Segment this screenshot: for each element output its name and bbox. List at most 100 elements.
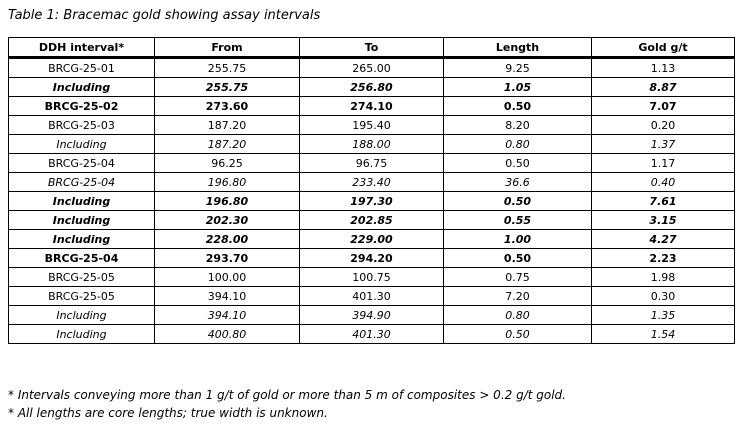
table-row: Including 400.80 401.30 0.50 1.54 <box>8 324 735 344</box>
table-row: BRCG-25-05 394.10 401.30 7.20 0.30 <box>8 286 735 306</box>
table-cell: 1.54 <box>591 324 735 344</box>
column-header-from: From <box>154 37 300 59</box>
table-cell: 196.80 <box>154 191 300 211</box>
table-cell: 100.00 <box>154 267 300 287</box>
table-row: BRCG-25-04 96.25 96.75 0.50 1.17 <box>8 153 735 173</box>
table-row: BRCG-25-05 100.00 100.75 0.75 1.98 <box>8 267 735 287</box>
table-cell: 0.40 <box>591 172 735 192</box>
table-row: Including 394.10 394.90 0.80 1.35 <box>8 305 735 325</box>
table-cell: 188.00 <box>299 134 444 154</box>
table-cell: 0.50 <box>443 324 592 344</box>
table-cell: 229.00 <box>299 229 444 249</box>
table-cell: 0.50 <box>443 248 592 268</box>
table-row: Including 196.80 197.30 0.50 7.61 <box>8 191 735 211</box>
table-cell: 0.50 <box>443 153 592 173</box>
table-cell: 1.17 <box>591 153 735 173</box>
assay-table: DDH interval* From To Length Gold g/t BR… <box>8 37 735 344</box>
table-cell: 4.27 <box>591 229 735 249</box>
table-cell: 8.20 <box>443 115 592 135</box>
table-cell: 233.40 <box>299 172 444 192</box>
table-cell: 255.75 <box>154 57 300 78</box>
table-cell: 36.6 <box>443 172 592 192</box>
table-cell: 96.25 <box>154 153 300 173</box>
table-row: Including 187.20 188.00 0.80 1.37 <box>8 134 735 154</box>
column-header-length: Length <box>443 37 592 59</box>
table-row: BRCG-25-04 293.70 294.20 0.50 2.23 <box>8 248 735 268</box>
table-header-row: DDH interval* From To Length Gold g/t <box>8 37 735 59</box>
table-cell: Including <box>8 191 155 211</box>
table-cell: BRCG-25-04 <box>8 153 155 173</box>
table-cell: 255.75 <box>154 77 300 97</box>
table-cell: 394.10 <box>154 305 300 325</box>
table-cell: 7.61 <box>591 191 735 211</box>
table-cell: 2.23 <box>591 248 735 268</box>
table-row: Including 255.75 256.80 1.05 8.87 <box>8 77 735 97</box>
table-cell: BRCG-25-05 <box>8 286 155 306</box>
table-cell: BRCG-25-01 <box>8 57 155 78</box>
table-cell: 197.30 <box>299 191 444 211</box>
table-cell: 294.20 <box>299 248 444 268</box>
table-cell: 96.75 <box>299 153 444 173</box>
table-cell: 256.80 <box>299 77 444 97</box>
table-cell: Including <box>8 210 155 230</box>
table-cell: 8.87 <box>591 77 735 97</box>
table-cell: 202.85 <box>299 210 444 230</box>
table-body: BRCG-25-01 255.75 265.00 9.25 1.13 Including 2… <box>8 57 735 344</box>
table-cell: 7.20 <box>443 286 592 306</box>
table-cell: 0.55 <box>443 210 592 230</box>
table-row: BRCG-25-01 255.75 265.00 9.25 1.13 <box>8 57 735 78</box>
table-cell: Including <box>8 229 155 249</box>
footnote-intervals: * Intervals conveying more than 1 g/t of… <box>8 388 566 402</box>
table-cell: 0.50 <box>443 191 592 211</box>
column-header-to: To <box>299 37 444 59</box>
table-cell: 273.60 <box>154 96 300 116</box>
table-cell: 401.30 <box>299 286 444 306</box>
table-cell: 274.10 <box>299 96 444 116</box>
table-cell: 400.80 <box>154 324 300 344</box>
table-cell: 196.80 <box>154 172 300 192</box>
table-cell: 0.80 <box>443 305 592 325</box>
table-cell: 202.30 <box>154 210 300 230</box>
table-cell: BRCG-25-04 <box>8 172 155 192</box>
table-cell: 1.35 <box>591 305 735 325</box>
table-cell: 1.37 <box>591 134 735 154</box>
table-cell: 195.40 <box>299 115 444 135</box>
table-cell: 100.75 <box>299 267 444 287</box>
footnote-lengths: * All lengths are core lengths; true wid… <box>8 406 328 420</box>
column-header-gold: Gold g/t <box>591 37 735 59</box>
column-header-ddh-interval: DDH interval* <box>8 37 155 59</box>
table-cell: 265.00 <box>299 57 444 78</box>
table-cell: BRCG-25-04 <box>8 248 155 268</box>
table-cell: Including <box>8 134 155 154</box>
table-row: Including 202.30 202.85 0.55 3.15 <box>8 210 735 230</box>
table-cell: 394.10 <box>154 286 300 306</box>
table-row: Including 228.00 229.00 1.00 4.27 <box>8 229 735 249</box>
table-cell: BRCG-25-05 <box>8 267 155 287</box>
table-cell: 401.30 <box>299 324 444 344</box>
table-cell: 394.90 <box>299 305 444 325</box>
footnotes: * Intervals conveying more than 1 g/t of… <box>8 386 746 422</box>
table-row: BRCG-25-04 196.80 233.40 36.6 0.40 <box>8 172 735 192</box>
table-cell: 0.30 <box>591 286 735 306</box>
page-title: Table 1: Bracemac gold showing assay int… <box>8 8 321 23</box>
table-cell: 0.50 <box>443 96 592 116</box>
table-cell: 228.00 <box>154 229 300 249</box>
table-cell: 3.15 <box>591 210 735 230</box>
table-cell: 9.25 <box>443 57 592 78</box>
table-cell: 0.20 <box>591 115 735 135</box>
table-cell: 0.80 <box>443 134 592 154</box>
table-cell: BRCG-25-02 <box>8 96 155 116</box>
table-cell: 1.98 <box>591 267 735 287</box>
table-row: BRCG-25-02 273.60 274.10 0.50 7.07 <box>8 96 735 116</box>
table-cell: 7.07 <box>591 96 735 116</box>
table-cell: 187.20 <box>154 134 300 154</box>
table-cell: 293.70 <box>154 248 300 268</box>
table-cell: BRCG-25-03 <box>8 115 155 135</box>
table-cell: 0.75 <box>443 267 592 287</box>
table-cell: 187.20 <box>154 115 300 135</box>
table-row: BRCG-25-03 187.20 195.40 8.20 0.20 <box>8 115 735 135</box>
table-cell: 1.00 <box>443 229 592 249</box>
table-cell: Including <box>8 305 155 325</box>
table-cell: 1.13 <box>591 57 735 78</box>
